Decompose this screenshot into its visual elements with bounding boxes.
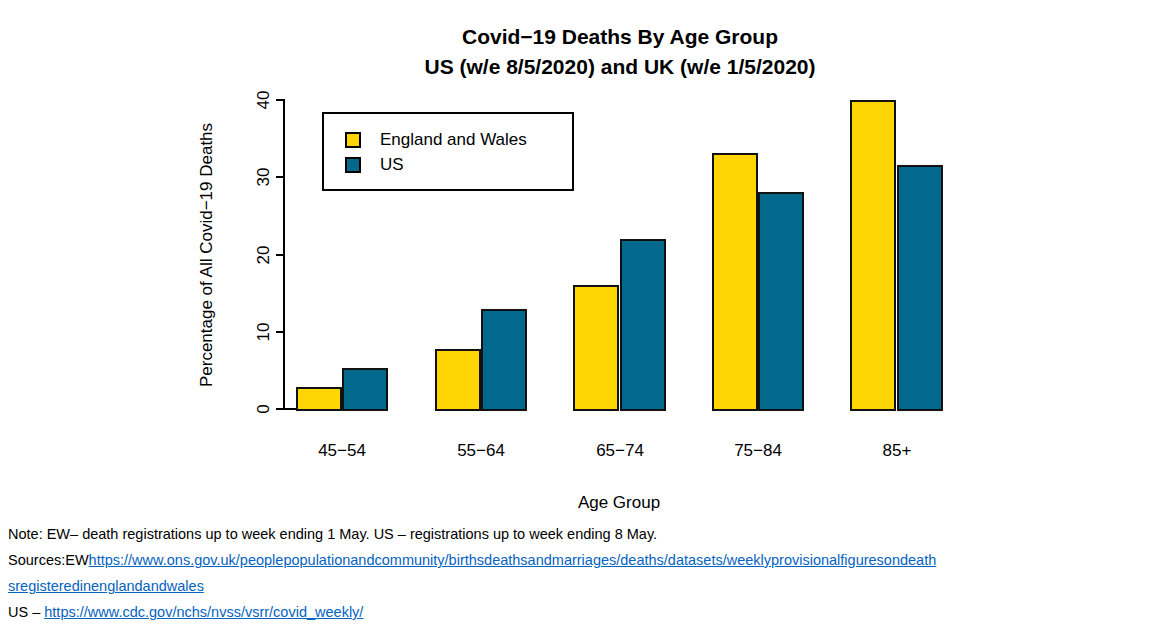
y-axis-tick-40 xyxy=(276,99,284,101)
us-source-line: US – https://www.cdc.gov/nchs/nvss/vsrr/… xyxy=(8,599,1158,625)
bar-ew-45-54 xyxy=(296,387,342,411)
y-axis-tick-label-0: 0 xyxy=(254,404,274,413)
bar-ew-85+ xyxy=(850,100,896,411)
y-axis-tick-20 xyxy=(276,254,284,256)
legend-swatch-us xyxy=(345,157,361,173)
legend-swatch-england-wales xyxy=(345,132,361,148)
y-axis-tick-label-10: 10 xyxy=(254,323,274,342)
legend: England and Wales US xyxy=(322,112,574,191)
bar-us-55-64 xyxy=(481,309,527,411)
footnotes: Note: EW– death registrations up to week… xyxy=(8,521,1158,625)
cdc-link[interactable]: https://www.cdc.gov/nchs/nvss/vsrr/covid… xyxy=(44,604,363,620)
ons-link-part2[interactable]: sregisteredinenglandandwales xyxy=(8,578,204,594)
bar-ew-65-74 xyxy=(573,285,619,411)
ons-link-part1[interactable]: https://www.ons.gov.uk/peoplepopulationa… xyxy=(89,552,937,568)
y-axis-tick-30 xyxy=(276,176,284,178)
x-axis-label-55-64: 55−64 xyxy=(457,441,505,461)
y-axis-tick-label-20: 20 xyxy=(254,246,274,265)
x-axis-label-65-74: 65−74 xyxy=(596,441,644,461)
note-line: Note: EW– death registrations up to week… xyxy=(8,521,1158,547)
y-axis-tick-label-30: 30 xyxy=(254,168,274,187)
x-axis-label-85+: 85+ xyxy=(883,441,912,461)
bar-us-45-54 xyxy=(342,368,388,411)
bar-ew-75-84 xyxy=(712,153,758,411)
sources-line-wrap: sregisteredinenglandandwales xyxy=(8,573,1158,599)
chart-page: Covid−19 Deaths By Age Group US (w/e 8/5… xyxy=(0,0,1164,640)
legend-row-us: US xyxy=(345,152,572,177)
legend-label-england-wales: England and Wales xyxy=(380,130,527,150)
x-axis-label-75-84: 75−84 xyxy=(734,441,782,461)
y-axis-tick-0 xyxy=(276,408,284,410)
y-axis-tick-label-40: 40 xyxy=(254,91,274,110)
chart-title-line1: Covid−19 Deaths By Age Group xyxy=(280,22,960,52)
sources-prefix: Sources:EW xyxy=(8,552,89,568)
chart-title: Covid−19 Deaths By Age Group US (w/e 8/5… xyxy=(280,22,960,82)
chart-title-line2: US (w/e 8/5/2020) and UK (w/e 1/5/2020) xyxy=(280,52,960,82)
y-axis-title: Percentage of All Covid−19 Deaths xyxy=(197,123,217,387)
bar-us-65-74 xyxy=(620,239,666,411)
y-axis-tick-10 xyxy=(276,331,284,333)
bar-us-75-84 xyxy=(758,192,804,411)
us-source-prefix: US – xyxy=(8,604,44,620)
x-axis-title: Age Group xyxy=(578,493,660,513)
sources-line: Sources:EWhttps://www.ons.gov.uk/peoplep… xyxy=(8,547,1158,573)
legend-row-england-wales: England and Wales xyxy=(345,127,572,152)
legend-label-us: US xyxy=(380,155,404,175)
bar-us-85+ xyxy=(897,165,943,411)
x-axis-label-45-54: 45−54 xyxy=(318,441,366,461)
bar-ew-55-64 xyxy=(435,349,481,411)
